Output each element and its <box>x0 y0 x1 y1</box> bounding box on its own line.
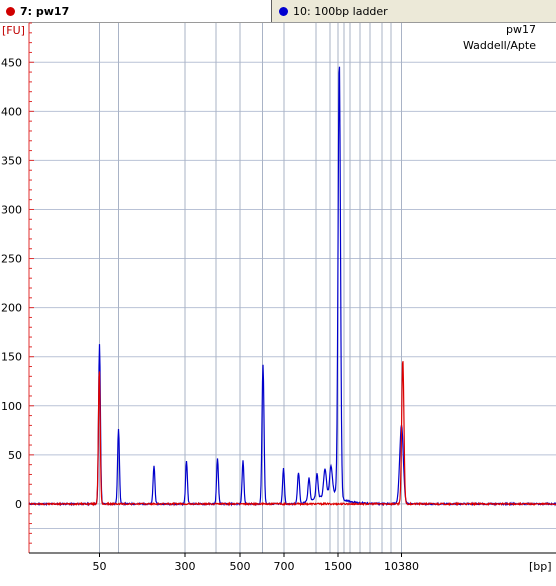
y-tick-label: 100 <box>1 400 22 413</box>
y-axis-label: [FU] <box>2 24 25 37</box>
y-tick-label: 50 <box>8 449 22 462</box>
series-traces <box>28 66 556 507</box>
x-tick-label: 50 <box>93 560 107 573</box>
y-tick-label: 300 <box>1 203 22 216</box>
y-tick-label: 150 <box>1 351 22 364</box>
chart-subtitle: Waddell/Apte <box>463 39 536 52</box>
y-axis: 0 50 100 150 200 250 300 350 400 450 <box>1 22 34 554</box>
tab-label: 10: 100bp ladder <box>293 4 388 18</box>
tab-label: 7: pw17 <box>20 4 70 18</box>
sample-trace <box>28 361 556 507</box>
x-tick-label: 1500 <box>324 560 352 573</box>
x-tick-label: 300 <box>175 560 196 573</box>
x-tick-label: 10380 <box>384 560 419 573</box>
tab-ladder[interactable]: 10: 100bp ladder <box>273 0 388 22</box>
tab-sample-pw17[interactable]: 7: pw17 <box>0 0 272 22</box>
y-tick-label: 350 <box>1 154 22 167</box>
y-tick-label: 200 <box>1 302 22 315</box>
chart-title: pw17 <box>506 23 536 36</box>
y-tick-label: 0 <box>15 498 22 511</box>
y-tick-label: 400 <box>1 105 22 118</box>
y-tick-label: 250 <box>1 253 22 266</box>
y-tick-label: 450 <box>1 56 22 69</box>
x-axis: 50 300 500 700 1500 10380 <box>29 552 556 573</box>
tab-bar: 7: pw17 10: 100bp ladder <box>0 0 556 23</box>
ladder-color-dot-icon <box>279 6 288 16</box>
horizontal-gridlines <box>29 61 556 529</box>
plot-area <box>29 23 556 553</box>
ladder-gridlines <box>99 23 402 553</box>
x-tick-label: 500 <box>230 560 251 573</box>
x-tick-label: 700 <box>274 560 295 573</box>
sample-color-dot-icon <box>6 6 15 16</box>
x-axis-label: [bp] <box>529 560 552 573</box>
